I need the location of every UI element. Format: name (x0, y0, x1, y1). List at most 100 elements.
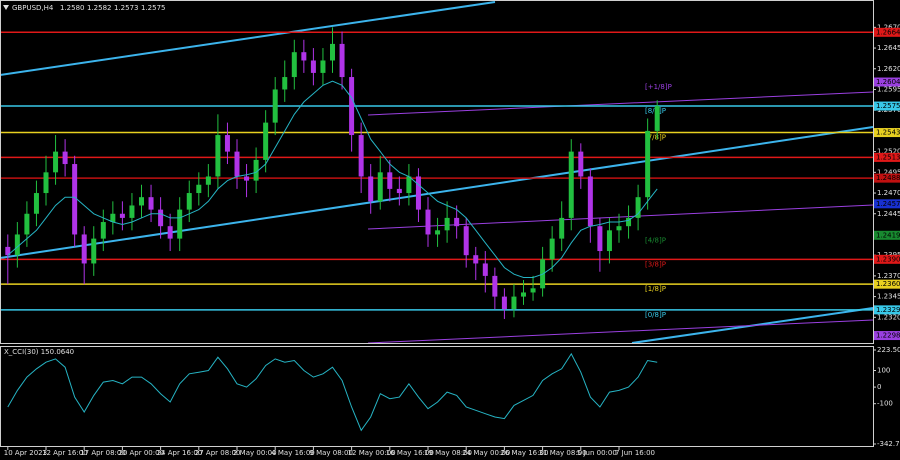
y-tick-label: 1.2445 (877, 210, 900, 218)
y-tick-label: 1.2470 (877, 189, 900, 197)
cci-line (7, 352, 658, 432)
candle-body (568, 151, 574, 218)
candle-body (72, 164, 78, 235)
candle-body (81, 234, 87, 264)
y-tick-label: 1.2345 (877, 293, 900, 301)
candle-body (53, 151, 59, 173)
level-price-label: 1.2457 (876, 200, 900, 208)
candle-body (396, 188, 402, 194)
candle-body (224, 135, 230, 152)
candle-body (463, 226, 469, 256)
candle-body (559, 217, 565, 239)
channel-line (367, 319, 874, 344)
level-price-label: 1.2664 (876, 28, 900, 36)
candle-body (415, 176, 421, 210)
candle-body (425, 209, 431, 235)
candle-body (406, 176, 412, 194)
candle-body (253, 159, 259, 181)
candle-body (91, 238, 97, 264)
level-price-label: 1.2488 (876, 174, 900, 182)
candle-body (578, 151, 584, 177)
level-price-label: 1.2543 (876, 129, 900, 137)
level-price-box (874, 279, 900, 289)
murray-label: [7/8]P (645, 134, 666, 142)
level-price-box (874, 152, 900, 162)
level-price-label: 1.2575 (876, 102, 900, 110)
candle-body (43, 172, 49, 194)
candle-body (320, 60, 326, 73)
x-tick-label: 7 Jun 16:00 (615, 449, 655, 457)
level-price-box (874, 128, 900, 138)
x-tick-label: 4 May 16:00 (271, 449, 315, 457)
level-price-box (874, 305, 900, 315)
level-price-box (874, 331, 900, 341)
candle-body (530, 288, 536, 293)
level-price-box (874, 101, 900, 111)
y-tick-label: 223.5004 (877, 346, 900, 354)
candle-body (110, 213, 116, 223)
y-tick-label: 1.2370 (877, 272, 900, 280)
candle-body (100, 222, 106, 239)
candle-body (291, 52, 297, 78)
candle-body (635, 197, 641, 218)
candle-body (549, 238, 555, 260)
y-tick-label: 1.2495 (877, 168, 900, 176)
y-tick-label: 1.2670 (877, 23, 900, 31)
quote-value: 1.2575 (141, 4, 166, 12)
x-tick-label: 12 Apr 16:00 (42, 449, 88, 457)
candle-body (148, 197, 154, 210)
indicator-panel (7, 352, 658, 432)
x-tick-label: 10 Apr 2023 (4, 449, 47, 457)
quote-value: 1.2580 (60, 4, 85, 12)
level-price-label: 1.2390 (876, 255, 900, 263)
candle-body (387, 172, 393, 189)
candle-body (234, 151, 240, 177)
trend-line (0, 1, 496, 76)
level-price-label: 1.2329 (876, 306, 900, 314)
x-tick-label: 5 Jun 00:00 (577, 449, 617, 457)
candle-body (435, 230, 441, 235)
candle-body (263, 122, 269, 160)
candle-body (482, 263, 488, 276)
candle-body (358, 135, 364, 177)
y-tick-label: 0 (877, 383, 881, 391)
trend-lines (0, 1, 874, 344)
x-tick-label: 20 Apr 00:00 (118, 449, 164, 457)
x-tick-label: 2 May 00:00 (233, 449, 277, 457)
x-tick-label: 24 May 00:00 (462, 449, 510, 457)
x-tick-label: 27 Apr 08:00 (195, 449, 241, 457)
murray-label: [4/8]P (645, 236, 666, 244)
candle-body (272, 89, 278, 123)
candle-body (139, 197, 144, 206)
candle-body (473, 255, 479, 264)
candle-body (349, 77, 355, 136)
candle-body (167, 226, 173, 239)
x-tick-label: 26 May 16:00 (500, 449, 548, 457)
channel-line (367, 91, 874, 116)
x-tick-label: 19 May 08:00 (424, 449, 472, 457)
symbol-title: GBPUSD,H4 (12, 4, 54, 12)
candle-body (282, 77, 288, 90)
candle-body (119, 213, 125, 218)
candle-body (205, 176, 211, 185)
quote-value: 1.2582 (87, 4, 112, 12)
indicator-frame (0, 346, 874, 447)
murray-label: [+1/8]P (645, 83, 672, 91)
candle-body (339, 43, 345, 78)
candle-body (14, 234, 20, 256)
x-tick-label: 17 Apr 08:00 (80, 449, 126, 457)
candle-body (215, 135, 221, 177)
candle-body (5, 246, 11, 256)
level-price-label: 1.2360 (876, 280, 900, 288)
y-tick-label: -342.782 (877, 440, 900, 448)
candle-body (177, 209, 183, 239)
candle-body (196, 184, 202, 194)
murray-label: [1/8]P (645, 285, 666, 293)
level-price-box (874, 199, 900, 209)
candle-body (301, 52, 307, 61)
y-tick-label: 1.2645 (877, 44, 900, 52)
channel-line (367, 204, 874, 230)
candle-body (454, 217, 460, 227)
